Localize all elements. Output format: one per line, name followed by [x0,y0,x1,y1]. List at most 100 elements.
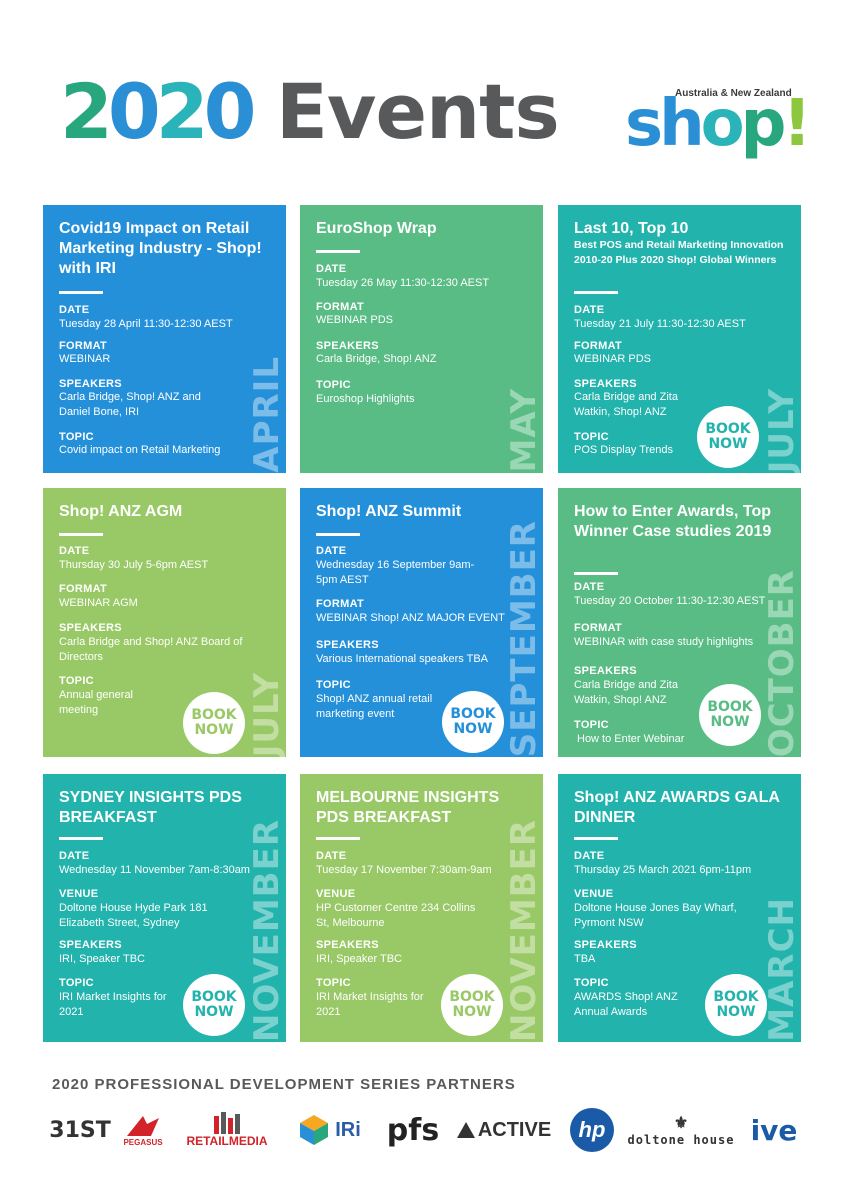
logo-letters: ! [782,87,811,161]
book-now-button[interactable]: BOOK NOW [442,691,504,753]
book-now-button[interactable]: BOOK NOW [705,974,767,1036]
month-label: JULY [762,387,801,473]
date-label: DATE [316,545,347,557]
event-card-euroshop: EuroShop Wrap DATE Tuesday 26 May 11:30-… [300,205,543,473]
partner-logo-ive: ive [748,1108,800,1152]
event-date: Wednesday 16 September 9am-5pm AEST [316,559,475,586]
format-label: FORMAT [59,340,108,352]
event-venue: HP Customer Centre 234 Collins St, Melbo… [316,902,476,929]
event-topic: Euroshop Highlights [316,393,415,405]
format-label: FORMAT [59,583,108,595]
event-card-awards-entry: How to Enter Awards, Top Winner Case stu… [558,488,801,757]
event-venue: Doltone House Jones Bay Wharf, Pyrmont N… [574,902,737,929]
partner-name: IRi [335,1118,361,1141]
retailmedia-icon [214,1112,240,1134]
speakers-label: SPEAKERS [574,665,637,677]
fleur-icon: ⚜ [673,1115,689,1132]
event-speakers: Various International speakers TBA [316,653,489,665]
partner-logo-pfs: pfs [380,1108,446,1152]
date-label: DATE [59,850,90,862]
event-subtitle: Best POS and Retail Marketing Innovation… [574,239,784,266]
month-label: MAY [504,388,543,473]
event-topic: How to Enter Webinar [577,733,685,745]
event-date: Tuesday 20 October 11:30-12:30 AEST [574,595,766,607]
event-format: WEBINAR [59,353,111,365]
month-label: OCTOBER [762,568,801,757]
event-card-last10: Last 10, Top 10 Best POS and Retail Mark… [558,205,801,473]
topic-label: TOPIC [316,379,351,391]
book-text: BOOK [713,989,759,1005]
partner-name: hp [578,1117,606,1142]
divider [574,837,618,840]
divider [316,250,360,253]
event-title: Shop! ANZ AWARDS GALA DINNER [574,789,780,826]
topic-label: TOPIC [574,431,609,443]
format-label: FORMAT [316,301,365,313]
event-title: MELBOURNE INSIGHTS PDS BREAKFAST [316,789,500,826]
date-label: DATE [316,850,347,862]
divider [316,533,360,536]
topic-label: TOPIC [59,431,94,443]
speakers-label: SPEAKERS [316,939,379,951]
event-card-agm: Shop! ANZ AGM DATE Thursday 30 July 5-6p… [43,488,286,757]
partner-name: PEGASUS [123,1137,163,1147]
event-title: How to Enter Awards, Top Winner Case stu… [574,503,772,540]
book-now-button[interactable]: BOOK NOW [441,974,503,1036]
event-topic: Annual general meeting [59,689,134,716]
event-topic: AWARDS Shop! ANZ Annual Awards [574,991,678,1018]
date-label: DATE [59,545,90,557]
event-speakers: Carla Bridge, Shop! ANZ and Daniel Bone,… [59,391,201,418]
event-format: WEBINAR with case study highlights [574,636,754,648]
shop-logo: Australia & New Zealand shop! [625,87,812,168]
book-now-button[interactable]: BOOK NOW [183,974,245,1036]
format-label: FORMAT [574,340,623,352]
event-card-covid19: Covid19 Impact on Retail Marketing Indus… [43,205,286,473]
partner-logo-retailmedia: RETAILMEDIA [178,1108,276,1152]
partner-name: ive [750,1113,798,1147]
book-now-button[interactable]: BOOK NOW [183,692,245,754]
format-label: FORMAT [574,622,623,634]
event-card-awards-gala: Shop! ANZ AWARDS GALA DINNER DATE Thursd… [558,774,801,1042]
date-label: DATE [59,304,90,316]
event-speakers: IRI, Speaker TBC [316,953,402,965]
partner-logo-active: ACTIVE [455,1108,553,1152]
speakers-label: SPEAKERS [59,378,122,390]
event-date: Tuesday 17 November 7:30am-9am [316,864,492,876]
logo-letters: o [700,87,745,161]
event-topic: POS Display Trends [574,444,674,456]
partner-logo-31st: 31ST [49,1108,110,1152]
divider [316,837,360,840]
book-text: BOOK [705,421,751,437]
header-year: 2020 [60,74,257,150]
event-card-sydney-breakfast: SYDNEY INSIGHTS PDS BREAKFAST DATE Wedne… [43,774,286,1042]
event-topic: IRI Market Insights for 2021 [59,991,167,1018]
event-topic: Shop! ANZ annual retail marketing event [316,693,433,720]
now-text: NOW [194,722,234,738]
now-text: NOW [194,1004,234,1020]
partner-logo-iri: IRi [286,1108,372,1152]
book-text: BOOK [449,989,495,1005]
year-digit: 2 [155,67,209,156]
topic-label: TOPIC [316,679,351,691]
event-card-summit: Shop! ANZ Summit DATE Wednesday 16 Septe… [300,488,543,757]
now-text: NOW [708,436,748,452]
event-title: Shop! ANZ AGM [59,503,183,520]
month-label: NOVEMBER [247,818,286,1042]
event-topic: Covid impact on Retail Marketing [59,444,221,456]
now-text: NOW [452,1004,492,1020]
event-card-melbourne-breakfast: MELBOURNE INSIGHTS PDS BREAKFAST DATE Tu… [300,774,543,1042]
event-title: Covid19 Impact on Retail Marketing Indus… [59,220,262,277]
book-now-button[interactable]: BOOK NOW [699,684,761,746]
partner-name: ACTIVE [477,1118,552,1141]
date-label: DATE [574,581,605,593]
year-digit: 0 [107,67,161,156]
topic-label: TOPIC [574,977,609,989]
date-label: DATE [574,850,605,862]
book-now-button[interactable]: BOOK NOW [697,406,759,468]
partner-logo-doltone: ⚜ doltone house [622,1108,740,1152]
event-title: Shop! ANZ Summit [316,503,462,520]
speakers-label: SPEAKERS [316,639,379,651]
event-topic: IRI Market Insights for 2021 [316,991,424,1018]
event-date: Thursday 25 March 2021 6pm-11pm [574,864,752,876]
event-speakers: Carla Bridge and Zita Watkin, Shop! ANZ [574,679,678,706]
